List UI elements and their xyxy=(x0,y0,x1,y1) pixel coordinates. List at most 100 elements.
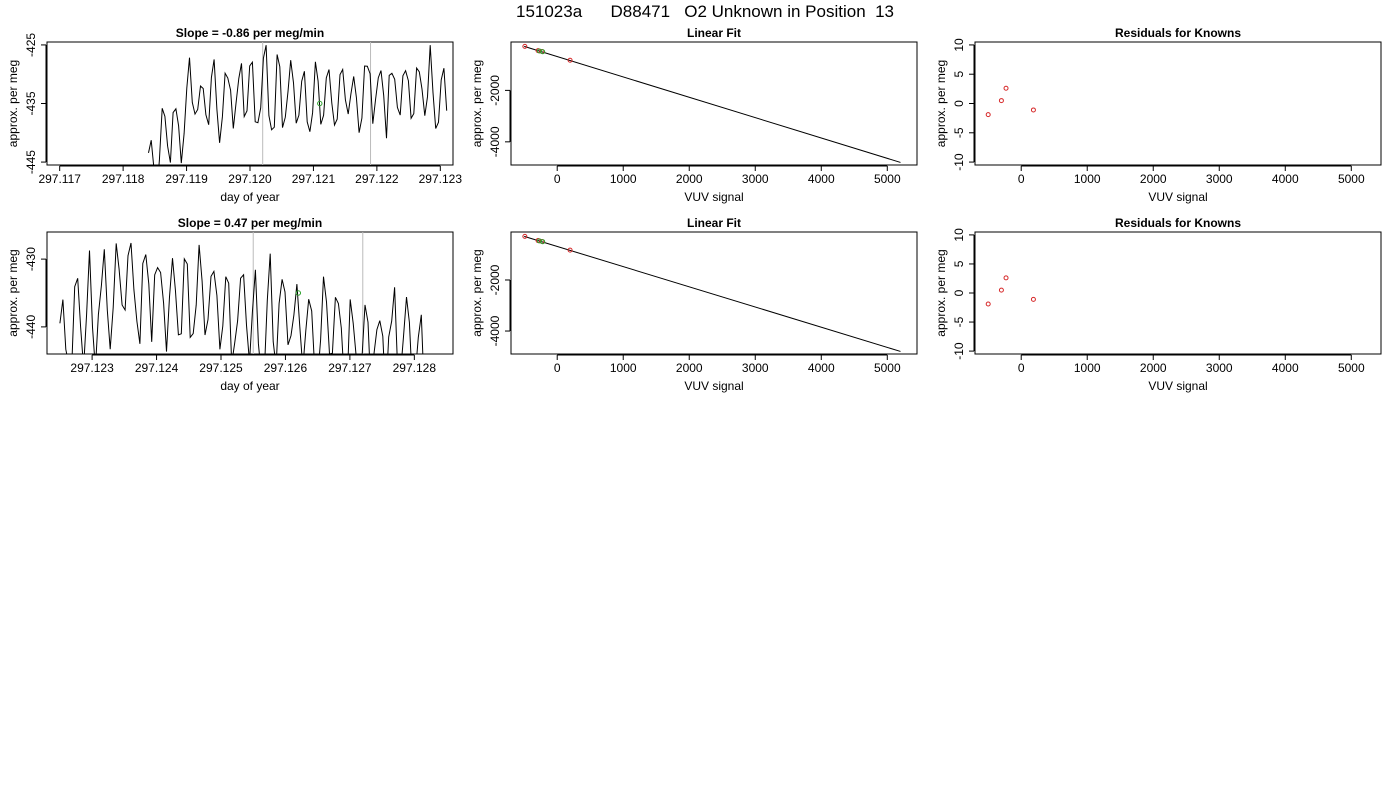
y-tick-label: -4000 xyxy=(488,315,502,346)
x-tick-label: 5000 xyxy=(874,172,901,186)
x-tick-label: 1000 xyxy=(610,361,637,375)
x-axis-label: VUV signal xyxy=(684,190,743,204)
known-point xyxy=(985,301,991,307)
x-tick-label: 297.122 xyxy=(355,172,399,186)
known-point xyxy=(998,287,1004,293)
panel-fit2: Linear Fit 0 1000 2000 3000 4000 5000 VUV signa… xyxy=(470,216,918,393)
x-tick-label: 4000 xyxy=(1272,172,1299,186)
x-tick-label: 0 xyxy=(1018,361,1025,375)
plot-frame xyxy=(46,41,454,166)
x-axis-label: VUV signal xyxy=(684,379,743,393)
x-tick-label: 3000 xyxy=(742,172,769,186)
plot-area xyxy=(985,275,1036,307)
unknown-point xyxy=(317,100,323,107)
y-tick-label: -425 xyxy=(24,33,38,57)
x-axis-label: VUV signal xyxy=(1148,190,1207,204)
unknown-point xyxy=(295,290,302,296)
x-tick-label: 297.119 xyxy=(165,172,208,186)
x-tick-label: 2000 xyxy=(1140,172,1167,186)
x-tick-label: 297.128 xyxy=(393,361,437,375)
y-tick-label: -5 xyxy=(952,127,966,138)
unknown-point xyxy=(540,49,546,55)
panel-title: Linear Fit xyxy=(687,216,741,230)
plot-frame xyxy=(974,231,1382,355)
known-point xyxy=(1003,85,1009,91)
plot-area xyxy=(59,232,424,354)
y-tick-label: -2000 xyxy=(488,75,502,106)
x-tick-label: 5000 xyxy=(1338,172,1365,186)
panel-res1: Residuals for Knowns 0 1000 2000 3000 4000 500… xyxy=(934,26,1382,204)
y-tick-label: -10 xyxy=(952,153,966,171)
y-axis-label: approx. per meg xyxy=(934,249,948,336)
plot-frame xyxy=(46,231,454,355)
y-tick-label: -5 xyxy=(952,316,966,327)
x-tick-label: 0 xyxy=(554,361,561,375)
known-point xyxy=(522,43,528,49)
x-tick-label: 297.124 xyxy=(135,361,179,375)
panel-ts2: Slope = 0.47 per meg/min 297.123 297.124 29… xyxy=(6,216,454,393)
panel-title: Residuals for Knowns xyxy=(1115,26,1241,40)
known-point xyxy=(985,112,991,118)
page-title: 151023a D88471 O2 Unknown in Position 13 xyxy=(516,2,894,21)
unknown-point xyxy=(536,238,542,244)
x-axis-label: day of year xyxy=(220,379,279,393)
panel-title: Slope = -0.86 per meg/min xyxy=(176,26,324,40)
panel-ts1: Slope = -0.86 per meg/min 297.117 297.118 2… xyxy=(6,26,462,204)
y-axis-label: approx. per meg xyxy=(6,60,20,147)
known-point xyxy=(998,98,1004,104)
y-tick-label: -4000 xyxy=(488,126,502,157)
x-axis-label: day of year xyxy=(220,190,279,204)
x-tick-label: 0 xyxy=(554,172,561,186)
y-axis-label: approx. per meg xyxy=(470,249,484,336)
y-tick-label: -430 xyxy=(24,247,38,271)
x-tick-label: 297.118 xyxy=(102,172,145,186)
x-tick-label: 5000 xyxy=(1338,361,1365,375)
panels: Slope = -0.86 per meg/min 297.117 297.118 2… xyxy=(6,26,1382,393)
x-tick-label: 297.121 xyxy=(292,172,336,186)
panel-title: Linear Fit xyxy=(687,26,741,40)
y-axis-label: approx. per meg xyxy=(470,60,484,147)
known-point xyxy=(567,57,573,63)
x-tick-label: 297.125 xyxy=(199,361,243,375)
y-tick-label: 0 xyxy=(952,100,966,107)
known-point xyxy=(567,247,573,253)
x-tick-label: 2000 xyxy=(1140,361,1167,375)
y-axis-label: approx. per meg xyxy=(6,249,20,336)
plot-area xyxy=(522,233,901,352)
y-tick-label: 10 xyxy=(952,38,966,52)
y-tick-label: 0 xyxy=(952,289,966,296)
x-tick-label: 5000 xyxy=(874,361,901,375)
panel-fit1: Linear Fit 0 1000 2000 3000 4000 5000 VUV signa… xyxy=(470,26,918,204)
panel-title: Slope = 0.47 per meg/min xyxy=(178,216,322,230)
plot-area xyxy=(148,42,448,165)
panel-title: Residuals for Knowns xyxy=(1115,216,1241,230)
x-tick-label: 4000 xyxy=(808,172,835,186)
x-tick-label: 2000 xyxy=(676,361,703,375)
known-point xyxy=(1030,107,1036,113)
unknown-point xyxy=(536,48,542,54)
x-tick-label: 297.123 xyxy=(419,172,463,186)
panel-res2: Residuals for Knowns 0 1000 2000 3000 4000 500… xyxy=(934,216,1382,393)
x-tick-label: 4000 xyxy=(1272,361,1299,375)
x-tick-label: 2000 xyxy=(676,172,703,186)
x-tick-label: 3000 xyxy=(1206,361,1233,375)
x-tick-label: 297.120 xyxy=(228,172,272,186)
x-tick-label: 297.127 xyxy=(328,361,372,375)
plot-area xyxy=(522,43,901,163)
y-tick-label: 5 xyxy=(952,71,966,78)
known-point xyxy=(1030,296,1036,302)
known-point xyxy=(1003,275,1009,281)
x-tick-label: 297.123 xyxy=(70,361,114,375)
fit-line xyxy=(524,45,901,163)
x-tick-label: 297.117 xyxy=(38,172,81,186)
x-tick-label: 297.126 xyxy=(264,361,308,375)
x-tick-label: 4000 xyxy=(808,361,835,375)
x-axis-label: VUV signal xyxy=(1148,379,1207,393)
y-tick-label: 10 xyxy=(952,228,966,242)
x-tick-label: 1000 xyxy=(1074,361,1101,375)
x-tick-label: 0 xyxy=(1018,172,1025,186)
y-axis-label: approx. per meg xyxy=(934,60,948,147)
plot-frame xyxy=(510,41,918,166)
plot-frame xyxy=(974,41,1382,166)
